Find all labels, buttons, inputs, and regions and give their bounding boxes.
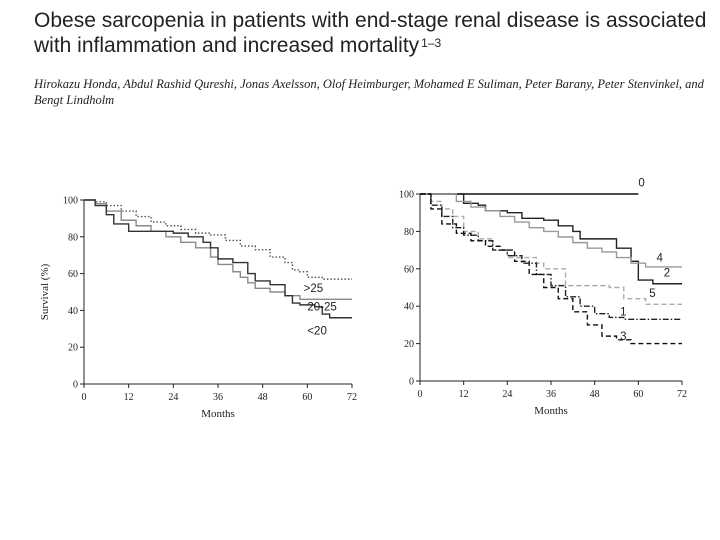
survival-curve-2 [420, 193, 682, 268]
x-tick-label: 48 [590, 389, 600, 400]
survival-curve-1 [420, 193, 682, 320]
curve-label: 4 [657, 252, 664, 264]
survival-curve-4 [420, 193, 682, 285]
curve-label: <20 [307, 325, 327, 337]
y-tick-label: 100 [63, 196, 78, 207]
author-list: Hirokazu Honda, Abdul Rashid Qureshi, Jo… [34, 77, 704, 107]
y-tick-label: 100 [399, 190, 414, 201]
title-superscript: 1–3 [421, 36, 442, 50]
curve-label: 20-25 [307, 301, 336, 313]
x-tick-label: 24 [168, 392, 178, 403]
x-tick-label: 72 [677, 389, 687, 400]
y-tick-label: 0 [409, 377, 414, 388]
survival-curve-3 [420, 193, 682, 345]
curve-label: 1 [620, 307, 626, 319]
paper-title: Obese sarcopenia in patients with end-st… [34, 8, 714, 58]
y-tick-label: 20 [404, 339, 414, 350]
x-tick-label: 60 [302, 392, 312, 403]
survival-curve-2025 [84, 199, 352, 301]
x-tick-label: 12 [459, 389, 469, 400]
y-tick-label: 80 [404, 227, 414, 238]
survival-chart-groups: 0 20 40 60 80 100 0 12 24 36 48 60 72 Months 0 425 1 3 [399, 178, 687, 417]
x-tick-label: 48 [258, 392, 268, 403]
y-tick-label: 80 [68, 232, 78, 243]
title-text: Obese sarcopenia in patients with end-st… [34, 9, 707, 57]
survival-curve-20 [84, 199, 352, 319]
curve-label: 5 [649, 288, 655, 300]
curve-label: 0 [638, 178, 644, 190]
y-tick-label: 60 [68, 269, 78, 280]
curve-label: 2 [664, 267, 670, 279]
curve-label: 3 [620, 331, 626, 343]
survival-chart-bmi: 0 20 40 60 80 100 0 12 24 36 48 60 72 Months Survival … [39, 196, 357, 421]
survival-curve-25 [84, 199, 352, 280]
x-tick-label: 72 [347, 392, 357, 403]
x-tick-label: 12 [124, 392, 134, 403]
y-tick-label: 0 [73, 380, 78, 391]
x-axis-label: Months [201, 408, 235, 420]
x-tick-label: 60 [633, 389, 643, 400]
y-tick-label: 20 [68, 343, 78, 354]
y-tick-label: 40 [404, 302, 414, 313]
y-tick-label: 40 [68, 306, 78, 317]
x-tick-label: 36 [213, 392, 223, 403]
survival-curve-5 [420, 193, 682, 306]
x-tick-label: 36 [546, 389, 556, 400]
x-axis-label: Months [534, 405, 568, 417]
y-axis-label: Survival (%) [39, 263, 51, 320]
x-tick-label: 0 [82, 392, 87, 403]
curve-label: >25 [304, 283, 324, 295]
x-tick-label: 24 [502, 389, 512, 400]
y-tick-label: 60 [404, 264, 414, 275]
x-tick-label: 0 [418, 389, 423, 400]
